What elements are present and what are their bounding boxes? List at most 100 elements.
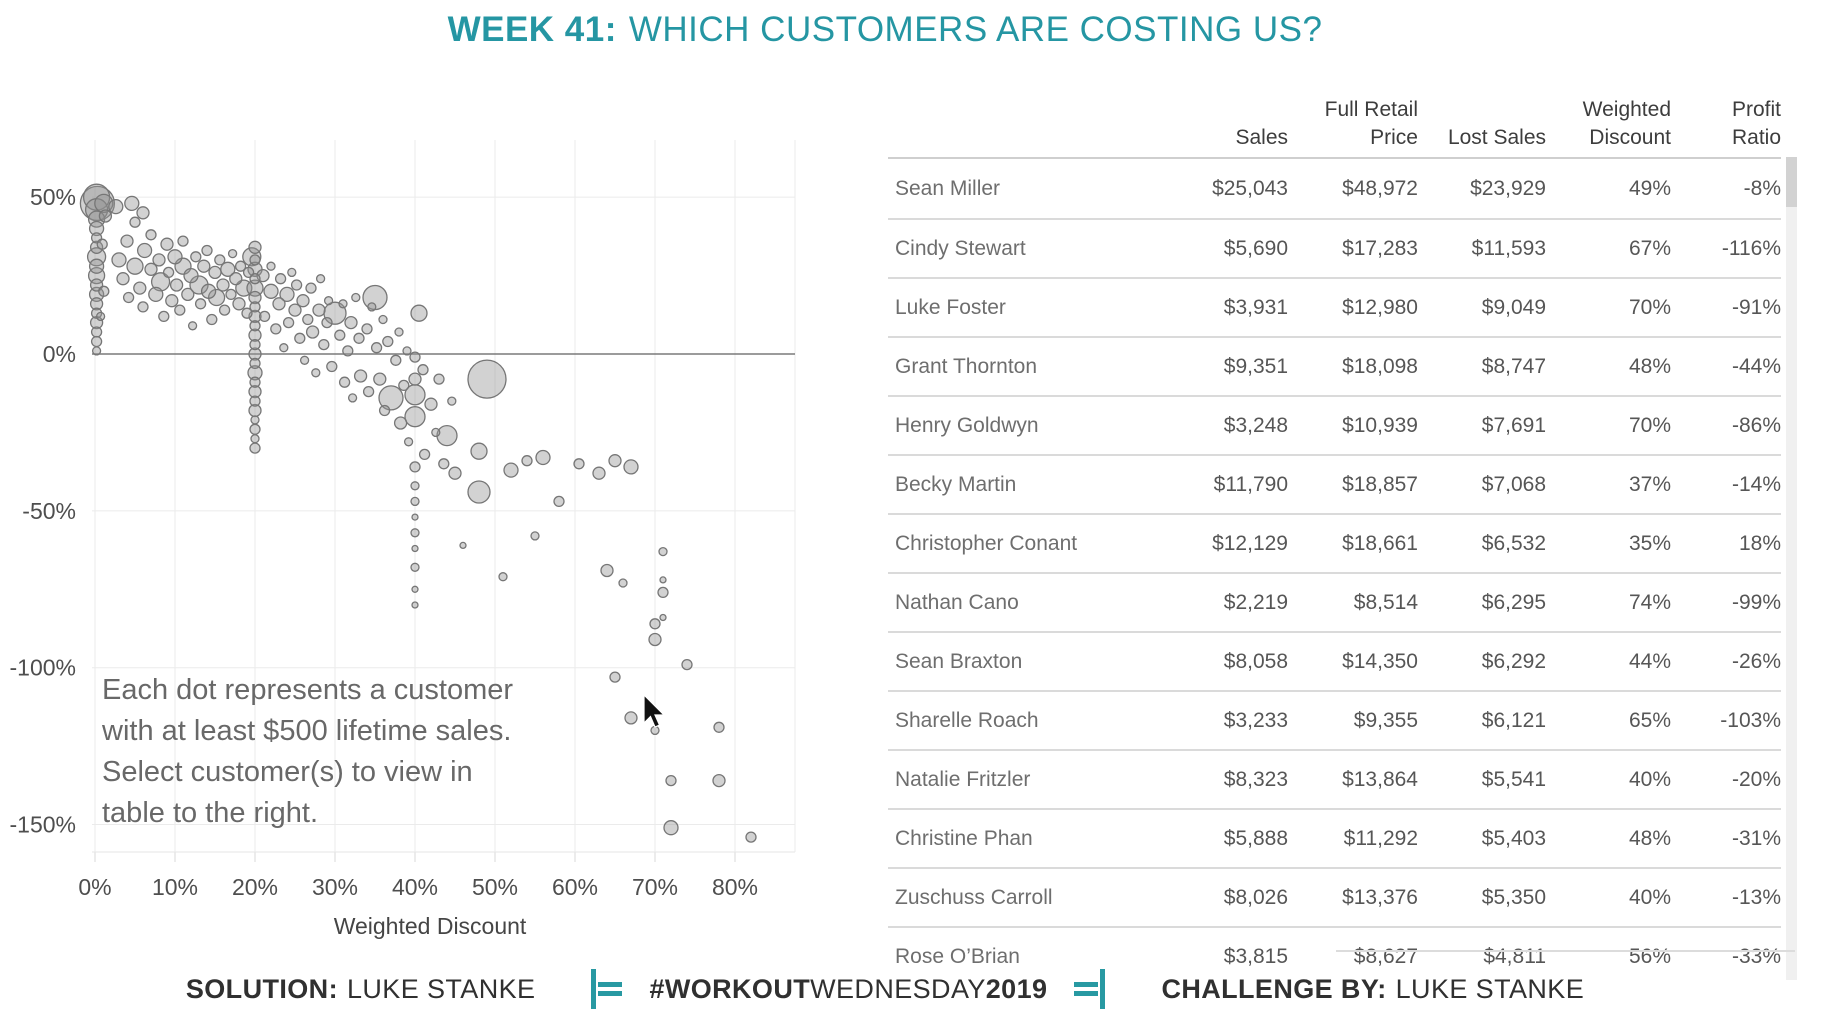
customer-bubble[interactable] bbox=[459, 541, 467, 550]
customer-bubble[interactable] bbox=[342, 345, 354, 357]
customer-bubble[interactable] bbox=[190, 251, 202, 263]
header-sales[interactable]: Sales bbox=[1235, 126, 1288, 149]
customer-bubble[interactable] bbox=[447, 396, 457, 406]
customer-bubble[interactable] bbox=[248, 347, 262, 361]
customer-bubble[interactable] bbox=[148, 286, 164, 303]
customer-bubble[interactable] bbox=[321, 316, 333, 329]
customer-bubble[interactable] bbox=[160, 237, 174, 251]
customer-bubble[interactable] bbox=[367, 302, 377, 312]
customer-bubble[interactable] bbox=[315, 274, 326, 284]
customer-bubble[interactable] bbox=[227, 248, 238, 259]
customer-bubble[interactable] bbox=[623, 459, 639, 475]
customer-bubble[interactable] bbox=[246, 279, 264, 297]
customer-bubble[interactable] bbox=[402, 346, 412, 356]
table-row[interactable]: Grant Thornton $9,351 $18,098 $8,747 48% -44% bbox=[888, 336, 1781, 395]
customer-bubble[interactable] bbox=[663, 820, 679, 836]
header-lost-sales[interactable]: Lost Sales bbox=[1447, 126, 1546, 149]
customer-bubble[interactable] bbox=[162, 266, 175, 279]
customer-bubble[interactable] bbox=[122, 291, 135, 304]
customer-bubble[interactable] bbox=[658, 546, 668, 557]
customer-bubble[interactable] bbox=[248, 290, 262, 305]
customer-bubble[interactable] bbox=[378, 385, 404, 411]
customer-bubble[interactable] bbox=[467, 480, 491, 504]
customer-bubble[interactable] bbox=[208, 265, 222, 280]
customer-bubble[interactable] bbox=[431, 427, 441, 438]
customer-bubble[interactable] bbox=[347, 393, 358, 403]
table-row[interactable]: Rose O’Brian $3,815 $8,627 $4,811 56% -33% bbox=[888, 926, 1781, 982]
customer-bubble[interactable] bbox=[409, 351, 421, 363]
customer-bubble[interactable] bbox=[393, 416, 408, 430]
customer-bubble[interactable] bbox=[241, 307, 253, 319]
header-full-retail-price[interactable]: Full Retail Price bbox=[1324, 98, 1418, 149]
customer-bubble[interactable] bbox=[326, 360, 338, 373]
customer-bubble[interactable] bbox=[503, 462, 519, 478]
customer-bubble[interactable] bbox=[305, 325, 320, 339]
table-row[interactable]: Christopher Conant $12,129 $18,661 $6,532 35… bbox=[888, 513, 1781, 572]
customer-bubble[interactable] bbox=[249, 254, 261, 266]
customer-bubble[interactable] bbox=[249, 376, 261, 388]
customer-bubble[interactable] bbox=[90, 335, 103, 348]
customer-bubble[interactable] bbox=[248, 328, 262, 342]
customer-bubble[interactable] bbox=[232, 297, 246, 311]
customer-bubble[interactable] bbox=[187, 321, 198, 331]
customer-bubble[interactable] bbox=[88, 286, 105, 303]
customer-bubble[interactable] bbox=[390, 354, 402, 366]
customer-bubble[interactable] bbox=[116, 272, 130, 286]
customer-bubble[interactable] bbox=[189, 275, 209, 295]
header-profit-ratio[interactable]: Profit Ratio bbox=[1731, 98, 1781, 149]
customer-bubble[interactable] bbox=[338, 376, 351, 388]
customer-bubble[interactable] bbox=[521, 455, 533, 467]
customer-bubble[interactable] bbox=[282, 316, 295, 329]
customer-bubble[interactable] bbox=[344, 315, 358, 330]
customer-bubble[interactable] bbox=[136, 206, 150, 220]
customer-bubble[interactable] bbox=[152, 253, 166, 267]
customer-bubble[interactable] bbox=[183, 267, 199, 284]
customer-bubble[interactable] bbox=[229, 272, 243, 286]
customer-bubble[interactable] bbox=[404, 406, 426, 428]
customer-bubble[interactable] bbox=[279, 286, 295, 303]
customer-bubble[interactable] bbox=[263, 283, 279, 299]
customer-bubble[interactable] bbox=[609, 671, 621, 683]
customer-bubble[interactable] bbox=[659, 576, 667, 584]
table-row[interactable]: Nathan Cano $2,219 $8,514 $6,295 74% -99% bbox=[888, 572, 1781, 631]
customer-bubble[interactable] bbox=[302, 313, 314, 326]
table-row[interactable]: Cindy Stewart $5,690 $17,283 $11,593 67% -116… bbox=[888, 218, 1781, 277]
table-row[interactable]: Luke Foster $3,931 $12,980 $9,049 70% -91% bbox=[888, 277, 1781, 336]
customer-bubble[interactable] bbox=[305, 282, 317, 294]
table-row[interactable]: Sharelle Roach $3,233 $9,355 $6,121 65% -103% bbox=[888, 690, 1781, 749]
customer-bubble[interactable] bbox=[124, 195, 140, 212]
customer-bubble[interactable] bbox=[144, 262, 158, 276]
customer-bubble[interactable] bbox=[373, 372, 387, 386]
customer-bubble[interactable] bbox=[618, 578, 628, 588]
customer-bubble[interactable] bbox=[167, 249, 183, 265]
customer-bubble[interactable] bbox=[270, 323, 282, 335]
customer-bubble[interactable] bbox=[194, 298, 207, 310]
customer-bubble[interactable] bbox=[249, 357, 261, 370]
customer-bubble[interactable] bbox=[197, 259, 211, 273]
customer-bubble[interactable] bbox=[411, 544, 419, 553]
customer-bubble[interactable] bbox=[530, 531, 540, 541]
customer-bubble[interactable] bbox=[90, 326, 103, 338]
customer-bubble[interactable] bbox=[150, 272, 171, 292]
customer-bubble[interactable] bbox=[216, 278, 230, 292]
customer-bubble[interactable] bbox=[659, 613, 667, 622]
customer-bubble[interactable] bbox=[323, 296, 334, 306]
customer-bubble[interactable] bbox=[95, 311, 106, 322]
customer-bubble[interactable] bbox=[96, 238, 108, 250]
customer-bubble[interactable] bbox=[98, 209, 113, 223]
header-weighted-discount[interactable]: Weighted Discount bbox=[1582, 98, 1671, 149]
table-scrollbar-thumb[interactable] bbox=[1786, 157, 1797, 207]
customer-bubble[interactable] bbox=[248, 384, 262, 399]
table-row[interactable]: Becky Martin $11,790 $18,857 $7,068 37% -14% bbox=[888, 454, 1781, 513]
customer-bubble[interactable] bbox=[214, 254, 226, 266]
customer-bubble[interactable] bbox=[438, 458, 450, 470]
customer-bubble[interactable] bbox=[408, 372, 422, 386]
customer-bubble[interactable] bbox=[145, 229, 157, 241]
customer-bubble[interactable] bbox=[249, 423, 261, 435]
table-row[interactable]: Natalie Fritzler $8,323 $13,864 $5,541 40% -2… bbox=[888, 749, 1781, 808]
customer-bubble[interactable] bbox=[410, 304, 428, 322]
table-row[interactable]: Sean Miller $25,043 $48,972 $23,929 49% -8% bbox=[888, 159, 1781, 218]
customer-bubble[interactable] bbox=[648, 632, 662, 647]
customer-bubble[interactable] bbox=[409, 461, 421, 473]
customer-bubble[interactable] bbox=[250, 434, 260, 444]
